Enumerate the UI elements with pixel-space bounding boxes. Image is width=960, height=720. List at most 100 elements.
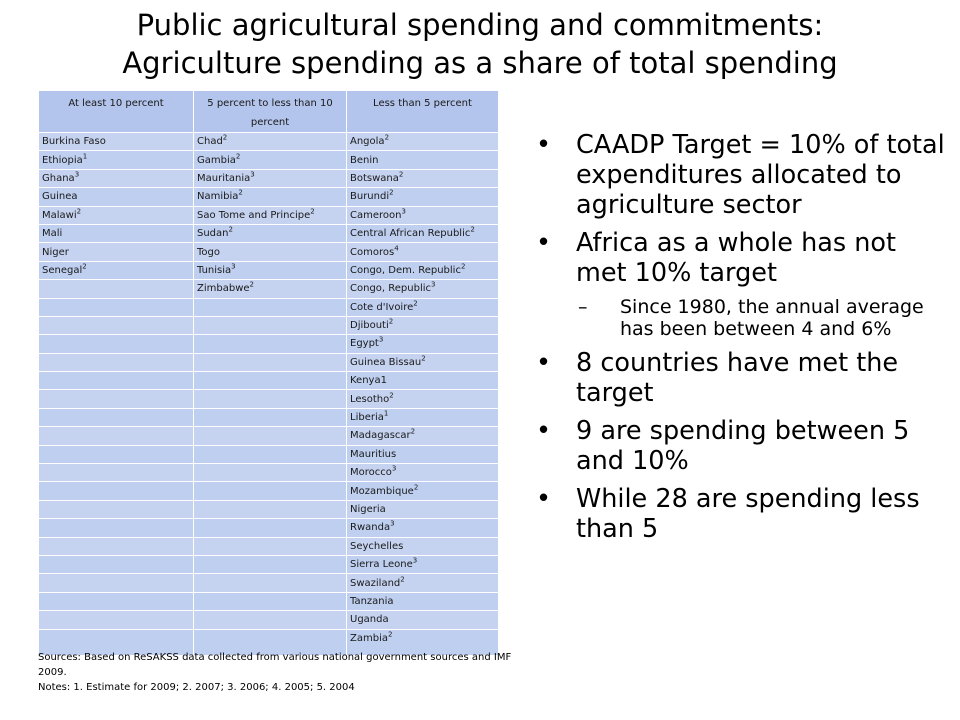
footnote-marker: 2	[410, 428, 416, 437]
slide-title: Public agricultural spending and commitm…	[0, 6, 960, 82]
dash-icon: –	[578, 296, 588, 318]
footnote-marker: 2	[421, 354, 426, 363]
table-cell: Senegal2	[38, 260, 194, 281]
footnote-marker: 3	[431, 280, 436, 289]
country-name: Central African Republic	[350, 228, 471, 240]
footnote-marker: 2	[400, 575, 405, 584]
table-cell	[38, 407, 194, 428]
country-name: Kenya1	[350, 375, 387, 387]
table-cell: Mozambique2	[346, 481, 499, 501]
table-row: Mali Sudan2 Central African Republic2	[38, 223, 499, 244]
country-name: Madagascar	[350, 430, 411, 442]
table-cell	[193, 297, 347, 317]
table-cell	[38, 554, 194, 575]
country-name: Egypt	[350, 338, 379, 350]
bullet-text: CAADP Target = 10% of total expenditures…	[576, 130, 945, 220]
country-name: Zambia	[350, 632, 388, 644]
bullet-item: • CAADP Target = 10% of total expenditure…	[536, 130, 946, 220]
footnote-marker: 2	[228, 225, 233, 234]
table-cell	[38, 518, 194, 538]
table-cell	[193, 610, 347, 630]
table-cell	[38, 371, 194, 391]
spending-table: At least 10 percent 5 percent to less th…	[38, 90, 499, 656]
bullet-item: • While 28 are spending less than 5	[536, 484, 946, 544]
table-cell	[38, 444, 194, 465]
footnote-marker: 2	[310, 207, 315, 216]
country-name: Benin	[350, 154, 379, 166]
country-name: Ghana	[42, 172, 75, 184]
notes-line: Notes: 1. Estimate for 2009; 2. 2007; 3.…	[38, 682, 355, 693]
table-cell	[38, 334, 194, 354]
country-name: Niger	[42, 246, 69, 258]
country-name: Uganda	[350, 614, 389, 626]
table-cell	[193, 315, 347, 336]
table-cell	[38, 426, 194, 446]
table-cell	[193, 591, 347, 612]
table-row: Seychelles	[38, 536, 499, 556]
table-cell	[193, 499, 347, 520]
footnote-marker: 2	[82, 262, 87, 271]
bullet-text: Africa as a whole has not met 10% target	[576, 228, 897, 288]
table-cell	[38, 315, 194, 336]
table-cell: Mali	[38, 223, 194, 244]
country-name: Sierra Leone	[350, 559, 413, 571]
table-row: Burkina Faso Chad2 Angola2	[38, 131, 499, 152]
table-cell	[38, 279, 194, 299]
table-cell	[193, 426, 347, 446]
table-cell: Central African Republic2	[346, 223, 499, 244]
table-cell: Sao Tome and Principe2	[193, 205, 347, 225]
country-name: Guinea Bissau	[350, 356, 422, 368]
table-cell	[38, 481, 194, 501]
table-cell: Guinea Bissau2	[346, 352, 499, 373]
footnote-marker: 2	[384, 133, 390, 142]
table-row: Swaziland2	[38, 573, 499, 593]
table-cell: Tunisia3	[193, 260, 347, 281]
country-name: Ethiopia	[42, 154, 83, 166]
table-cell: Sudan2	[193, 223, 347, 244]
table-cell	[193, 536, 347, 556]
footnote-marker: 2	[387, 630, 393, 639]
footnote-marker: 2	[470, 225, 475, 234]
footnote-marker: 2	[389, 189, 394, 198]
table-cell	[38, 463, 194, 483]
footnote-marker: 3	[401, 207, 406, 216]
country-name: Lesotho	[350, 393, 390, 405]
table-row: Niger Togo Comoros4	[38, 242, 499, 262]
bullet-icon: •	[536, 130, 552, 160]
footnote-marker: 2	[389, 391, 394, 400]
country-name: Chad	[197, 136, 223, 148]
table-row: Uganda	[38, 610, 499, 630]
table-cell: Sierra Leone3	[346, 554, 499, 575]
table-cell: Benin	[346, 150, 499, 170]
table-cell	[38, 610, 194, 630]
table-cell	[193, 554, 347, 575]
table-row: Morocco3	[38, 463, 499, 483]
bullet-text: 8 countries have met the target	[576, 348, 899, 408]
table-row: Senegal2 Tunisia3 Congo, Dem. Republic2	[38, 260, 499, 281]
header-less-than-5: Less than 5 percent	[346, 90, 499, 133]
country-name: Swaziland	[350, 577, 401, 589]
table-cell: Niger	[38, 242, 194, 262]
footnote-marker: 2	[460, 262, 466, 271]
footnote-marker: 2	[413, 483, 419, 492]
footnote-marker: 2	[413, 299, 418, 308]
table-cell: Nigeria	[346, 499, 499, 520]
country-name: Congo, Republic	[350, 283, 432, 295]
footnote-marker: 3	[412, 556, 418, 565]
country-name: Liberia	[350, 412, 384, 424]
table-cell: Comoros4	[346, 242, 499, 262]
table-row: Mozambique2	[38, 481, 499, 501]
table-cell: Swaziland2	[346, 573, 499, 593]
sources-note: Sources: Based on ReSAKSS data collected…	[38, 652, 512, 678]
bullet-text: While 28 are spending less than 5	[576, 484, 920, 544]
country-name: Gambia	[197, 154, 236, 166]
table-row: Malawi2 Sao Tome and Principe2 Cameroon3	[38, 205, 499, 225]
table-cell	[38, 389, 194, 409]
table-row: Zambia2	[38, 628, 499, 656]
table-cell	[193, 444, 347, 465]
table-cell: Congo, Dem. Republic2	[346, 260, 499, 281]
table-row: Tanzania	[38, 591, 499, 612]
footnote-marker: 2	[235, 152, 241, 161]
bullet-icon: •	[536, 416, 552, 446]
footnote-marker: 4	[394, 244, 399, 253]
